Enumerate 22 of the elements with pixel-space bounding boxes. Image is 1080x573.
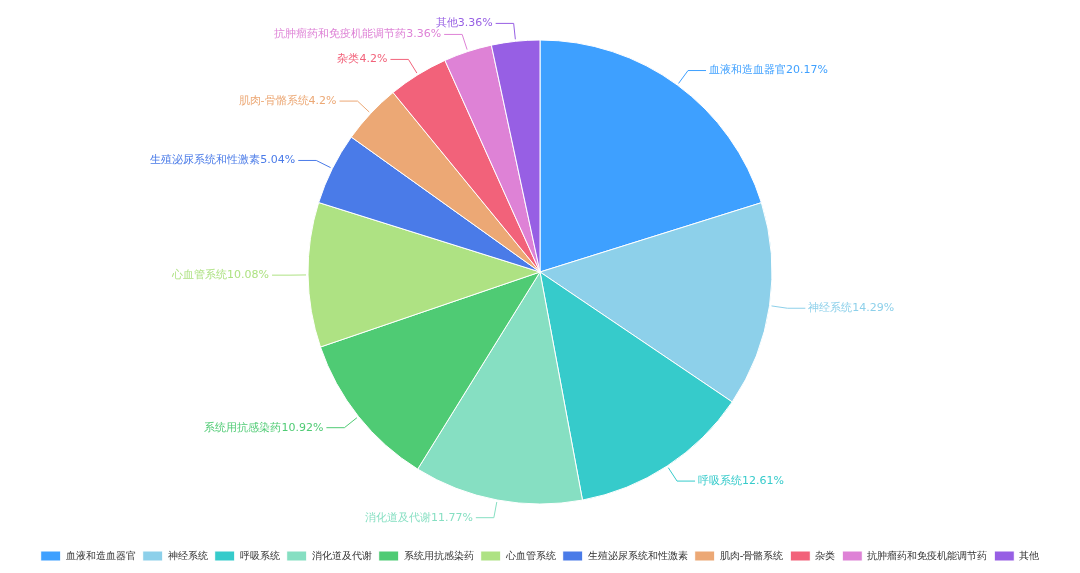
category-label: 其他3.36%: [435, 16, 493, 30]
legend-label: 消化道及代谢: [311, 549, 372, 561]
legend-label: 生殖泌尿系统和性激素: [587, 549, 688, 561]
legend-label: 肌肉-骨骼系统: [719, 549, 784, 561]
category-label: 神经系统14.29%: [808, 301, 895, 315]
category-label: 肌肉-骨骼系统4.2%: [238, 93, 337, 107]
legend-label: 杂类: [815, 549, 836, 561]
category-label: 系统用抗感染药10.92%: [204, 420, 324, 434]
legend-label: 心血管系统: [504, 549, 556, 561]
category-label: 杂类4.2%: [337, 52, 388, 66]
category-label: 生殖泌尿系统和性激素5.04%: [150, 153, 296, 167]
legend-label: 系统用抗感染药: [403, 549, 474, 561]
legend-label: 其他: [1019, 549, 1040, 561]
category-label: 抗肿瘤药和免疫机能调节药3.36%: [274, 27, 442, 41]
legend-label: 血液和造血器官: [65, 549, 136, 561]
category-label: 消化道及代谢11.77%: [364, 510, 473, 524]
category-label: 呼吸系统12.61%: [698, 473, 785, 487]
category-label: 心血管系统10.08%: [172, 268, 270, 281]
legend-label: 呼吸系统: [239, 549, 280, 561]
legend-label: 神经系统: [167, 549, 208, 561]
legend-label: 抗肿瘤药和免疫机能调节药: [867, 549, 988, 561]
category-label: 血液和造血器官20.17%: [709, 63, 828, 77]
